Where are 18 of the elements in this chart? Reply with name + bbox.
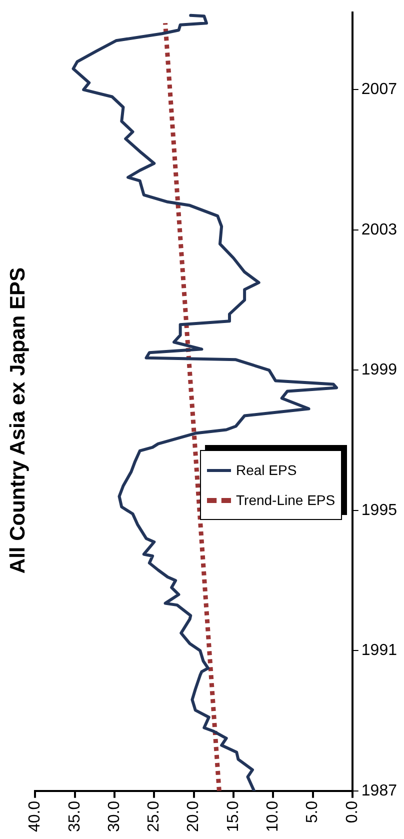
- y-tick-label: 1999: [361, 362, 398, 379]
- x-tick-label: 10.0: [264, 800, 282, 832]
- x-tick-label: 0.0: [344, 800, 361, 824]
- x-tick-label: 15.0: [224, 800, 242, 832]
- x-tick-label: 35.0: [66, 800, 84, 832]
- x-tick-label: 25.0: [146, 800, 163, 832]
- y-tick-label: 1991: [361, 642, 398, 660]
- y-tick-label: 2007: [361, 81, 398, 98]
- text: All Country Asia ex Japan EPS: [6, 267, 30, 574]
- x-tick-label: 40.0: [26, 800, 44, 832]
- x-tick-label: 20.0: [185, 800, 202, 832]
- x-tick-label: 5.0: [304, 800, 322, 824]
- y-tick-label: 2003: [361, 221, 398, 238]
- legend-label: Trend-Line EPS: [236, 492, 336, 508]
- y-tick-label: 1987: [361, 782, 398, 800]
- x-tick-label: 30.0: [106, 800, 123, 832]
- legend-label: Real EPS: [236, 462, 297, 478]
- y-tick-label: 1995: [361, 502, 398, 519]
